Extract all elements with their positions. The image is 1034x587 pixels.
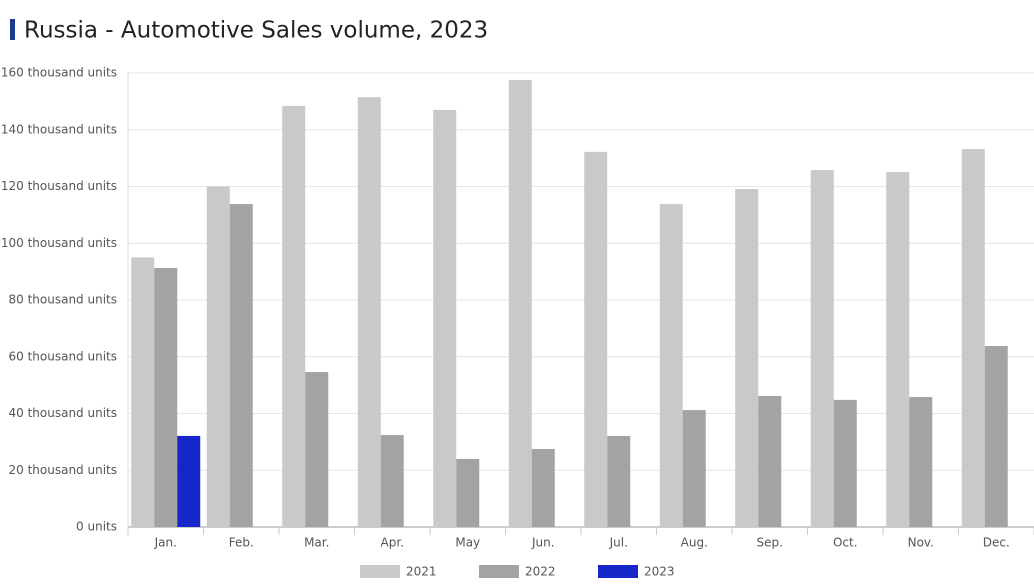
bar <box>508 80 532 527</box>
bar <box>305 372 329 527</box>
bar <box>961 149 985 528</box>
bar <box>131 257 155 527</box>
x-tick-label: Nov. <box>908 536 934 550</box>
bar <box>758 395 782 527</box>
bar <box>282 105 306 527</box>
bar <box>531 448 555 527</box>
title-accent <box>10 19 15 40</box>
legend-label: 2022 <box>525 565 556 579</box>
y-tick-label: 120 thousand units <box>1 179 117 193</box>
bar <box>206 186 230 527</box>
x-tick-label: Jul. <box>609 536 628 550</box>
x-tick-label: Aug. <box>681 536 708 550</box>
x-tick-label: May <box>455 536 480 550</box>
x-tick-label: Jun. <box>531 536 555 550</box>
legend-swatch <box>598 565 638 578</box>
chart-title: Russia - Automotive Sales volume, 2023 <box>24 18 488 44</box>
y-tick-label: 0 units <box>76 520 117 534</box>
bar <box>177 435 201 527</box>
y-tick-label: 140 thousand units <box>1 122 117 136</box>
y-tick-label: 60 thousand units <box>9 349 118 363</box>
x-tick-label: Apr. <box>381 536 404 550</box>
y-tick-label: 160 thousand units <box>1 66 117 80</box>
bar <box>909 397 933 527</box>
x-tick-label: Oct. <box>833 536 858 550</box>
bar <box>659 204 683 527</box>
bar <box>584 151 608 527</box>
bar <box>984 345 1008 527</box>
y-tick-label: 40 thousand units <box>9 406 118 420</box>
bar <box>682 410 706 527</box>
bar <box>833 399 857 527</box>
bar <box>810 170 834 528</box>
bar <box>607 435 631 527</box>
y-tick-label: 80 thousand units <box>9 293 118 307</box>
x-tick-label: Feb. <box>229 536 254 550</box>
legend-swatch <box>479 565 519 578</box>
bar <box>357 97 381 528</box>
bar <box>735 189 759 527</box>
legend-swatch <box>360 565 400 578</box>
bar <box>886 172 910 527</box>
x-tick-label: Jan. <box>154 536 177 550</box>
bar <box>456 458 480 527</box>
x-tick-label: Dec. <box>983 536 1010 550</box>
bar <box>433 109 457 527</box>
bar <box>154 267 178 527</box>
x-tick-label: Mar. <box>304 536 329 550</box>
y-tick-label: 100 thousand units <box>1 236 117 250</box>
x-tick-label: Sep. <box>757 536 783 550</box>
bar <box>229 204 253 527</box>
legend-label: 2023 <box>644 565 675 579</box>
bar <box>380 435 404 527</box>
y-tick-label: 20 thousand units <box>9 463 118 477</box>
legend-label: 2021 <box>406 565 437 579</box>
